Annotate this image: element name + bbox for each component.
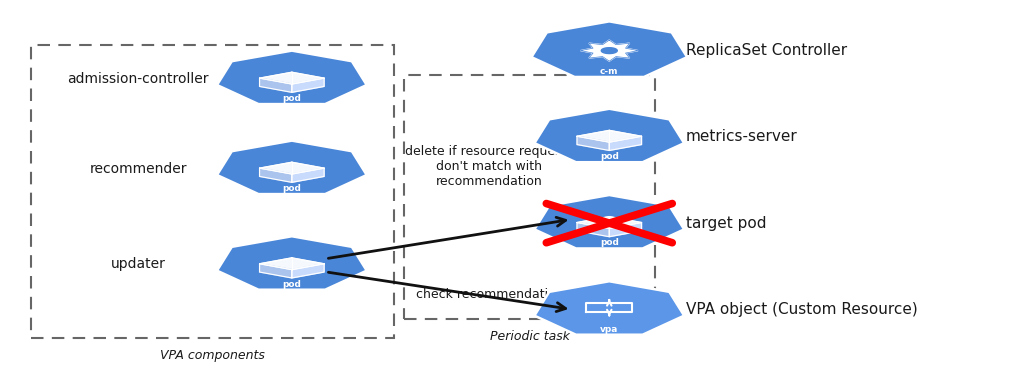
Text: ReplicaSet Controller: ReplicaSet Controller [686,43,847,58]
Polygon shape [578,217,641,228]
Polygon shape [578,130,641,142]
Text: pod: pod [283,94,301,103]
Polygon shape [259,162,324,174]
Text: pod: pod [600,152,618,161]
Polygon shape [217,141,367,194]
Polygon shape [217,51,367,104]
Text: Periodic task: Periodic task [489,330,570,343]
Text: recommender: recommender [89,162,187,176]
Bar [31,45,394,338]
Polygon shape [601,48,617,54]
Text: pod: pod [283,184,301,193]
Text: admission-controller: admission-controller [68,72,209,86]
Text: pod: pod [283,280,301,289]
Polygon shape [531,21,687,77]
Polygon shape [217,236,367,290]
Text: c-m: c-m [600,67,618,76]
Polygon shape [578,136,609,150]
Text: delete if resource requests
don't match with
recommendation: delete if resource requests don't match … [406,146,573,188]
Polygon shape [292,264,324,278]
Polygon shape [259,78,292,92]
Polygon shape [292,168,324,182]
Polygon shape [609,136,641,150]
Text: check recommendation: check recommendation [416,288,563,301]
Text: VPA components: VPA components [160,349,265,362]
Polygon shape [259,72,324,84]
Text: target pod: target pod [686,216,767,231]
Polygon shape [292,78,324,92]
Polygon shape [535,109,684,162]
Text: metrics-server: metrics-server [686,129,798,144]
Bar [404,75,655,319]
Text: pod: pod [600,238,618,248]
Polygon shape [259,264,292,278]
Polygon shape [259,168,292,182]
Text: updater: updater [111,257,166,272]
Polygon shape [535,281,684,335]
Text: VPA object (Custom Resource): VPA object (Custom Resource) [686,302,918,317]
Polygon shape [609,222,641,237]
Polygon shape [581,40,638,61]
Text: vpa: vpa [600,325,618,334]
Polygon shape [535,195,684,249]
Polygon shape [578,222,609,237]
Polygon shape [259,258,324,270]
